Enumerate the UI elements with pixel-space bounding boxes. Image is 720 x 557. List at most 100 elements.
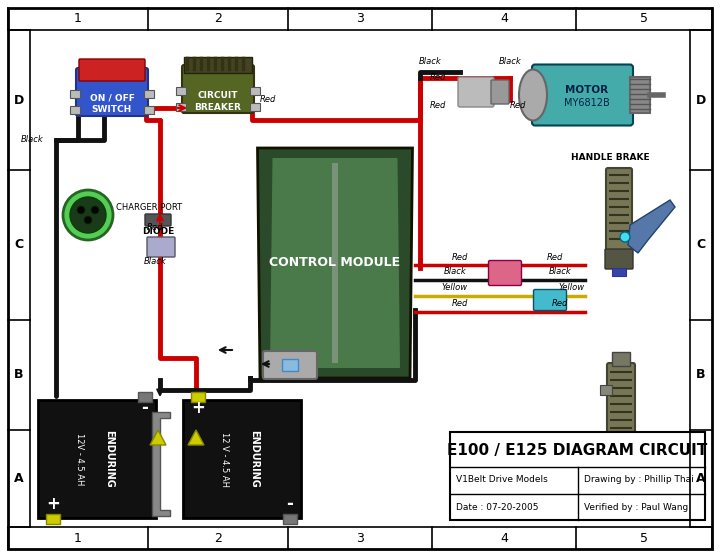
Text: CIRCUIT: CIRCUIT [198, 90, 238, 100]
Text: ENDURING: ENDURING [249, 430, 258, 488]
Text: Red: Red [452, 300, 468, 309]
Bar [176, 103, 186, 111]
Text: V1Belt Drive Models: V1Belt Drive Models [456, 476, 548, 485]
Text: CONTROL MODULE: CONTROL MODULE [269, 257, 400, 270]
Text: +: + [191, 399, 205, 417]
Bar [38, 400, 156, 518]
Circle shape [77, 206, 85, 214]
Text: DIODE: DIODE [142, 227, 174, 237]
Text: 5: 5 [640, 12, 648, 26]
Text: ON / OFF: ON / OFF [89, 94, 135, 102]
Text: B: B [696, 369, 706, 382]
Ellipse shape [519, 70, 547, 120]
Bar [283, 514, 297, 524]
Bar [144, 106, 154, 114]
Text: ENDURING: ENDURING [104, 430, 114, 488]
Text: Red: Red [452, 252, 468, 261]
Text: 2: 2 [214, 531, 222, 545]
Circle shape [84, 216, 92, 224]
Text: THROTTLE: THROTTLE [588, 470, 646, 480]
Bar [250, 103, 260, 111]
Text: 1: 1 [74, 12, 82, 26]
Bar [600, 385, 612, 395]
Bar [70, 90, 80, 98]
FancyBboxPatch shape [458, 77, 494, 107]
Circle shape [70, 197, 106, 233]
Text: D: D [696, 94, 706, 106]
Bar [612, 268, 626, 276]
Text: 2: 2 [214, 12, 222, 26]
FancyBboxPatch shape [605, 249, 633, 269]
Text: C: C [14, 238, 24, 252]
Text: 4: 4 [500, 531, 508, 545]
Bar [191, 392, 205, 402]
Text: Red: Red [430, 100, 446, 110]
Text: Yellow: Yellow [559, 284, 585, 292]
FancyBboxPatch shape [605, 459, 637, 473]
Bar [70, 106, 80, 114]
Bar [184, 57, 252, 73]
FancyBboxPatch shape [263, 351, 317, 379]
Text: A: A [14, 472, 24, 485]
FancyBboxPatch shape [488, 261, 521, 286]
FancyBboxPatch shape [147, 237, 175, 257]
Text: Black: Black [444, 267, 467, 276]
Text: Yellow: Yellow [442, 284, 468, 292]
Text: MY6812B: MY6812B [564, 98, 610, 108]
Text: A: A [696, 472, 706, 485]
Polygon shape [188, 430, 204, 445]
Text: 3: 3 [356, 12, 364, 26]
Text: 3: 3 [356, 531, 364, 545]
Bar [450, 432, 705, 520]
Circle shape [91, 206, 99, 214]
Text: Red: Red [430, 74, 446, 82]
Text: Red: Red [147, 223, 163, 232]
Bar [183, 400, 301, 518]
Text: MOTOR: MOTOR [565, 85, 608, 95]
Text: -: - [287, 495, 294, 513]
FancyBboxPatch shape [491, 80, 509, 104]
Bar [144, 90, 154, 98]
FancyBboxPatch shape [606, 168, 632, 252]
Text: B: B [14, 369, 24, 382]
Text: Black: Black [143, 257, 166, 266]
Bar [612, 352, 630, 366]
Polygon shape [152, 412, 170, 516]
Text: Red: Red [260, 95, 276, 105]
Polygon shape [258, 148, 413, 378]
Polygon shape [150, 430, 166, 445]
Text: 5: 5 [640, 531, 648, 545]
Text: Verified by : Paul Wang: Verified by : Paul Wang [583, 502, 688, 511]
Text: SWITCH: SWITCH [92, 105, 132, 115]
Text: Black: Black [418, 57, 441, 66]
Text: 12V - 4.5 AH: 12V - 4.5 AH [75, 433, 84, 485]
Text: 1: 1 [74, 531, 82, 545]
FancyBboxPatch shape [182, 65, 254, 113]
Text: Black: Black [22, 135, 44, 144]
Text: BREAKER: BREAKER [194, 102, 241, 111]
Text: -: - [142, 399, 148, 417]
Text: Date : 07-20-2005: Date : 07-20-2005 [456, 502, 539, 511]
FancyBboxPatch shape [76, 68, 148, 116]
FancyBboxPatch shape [79, 59, 145, 81]
FancyBboxPatch shape [532, 65, 633, 125]
Text: HANDLE BRAKE: HANDLE BRAKE [571, 153, 649, 162]
Text: Drawing by : Phillip Thai: Drawing by : Phillip Thai [583, 476, 693, 485]
Text: E100 / E125 DIAGRAM CIRCUIT: E100 / E125 DIAGRAM CIRCUIT [447, 442, 708, 457]
Text: CHARGER PORT: CHARGER PORT [116, 203, 182, 212]
Polygon shape [628, 200, 675, 253]
Text: Black: Black [549, 267, 572, 276]
Text: +: + [46, 495, 60, 513]
Bar [250, 87, 260, 95]
Text: Red: Red [552, 300, 568, 309]
Bar [282, 359, 298, 371]
Text: Red: Red [510, 100, 526, 110]
Bar [176, 87, 186, 95]
Bar [332, 163, 338, 363]
Circle shape [63, 190, 113, 240]
Text: Red: Red [546, 252, 563, 261]
FancyBboxPatch shape [607, 363, 635, 462]
Text: D: D [14, 94, 24, 106]
Bar [630, 77, 650, 113]
Text: C: C [696, 238, 706, 252]
